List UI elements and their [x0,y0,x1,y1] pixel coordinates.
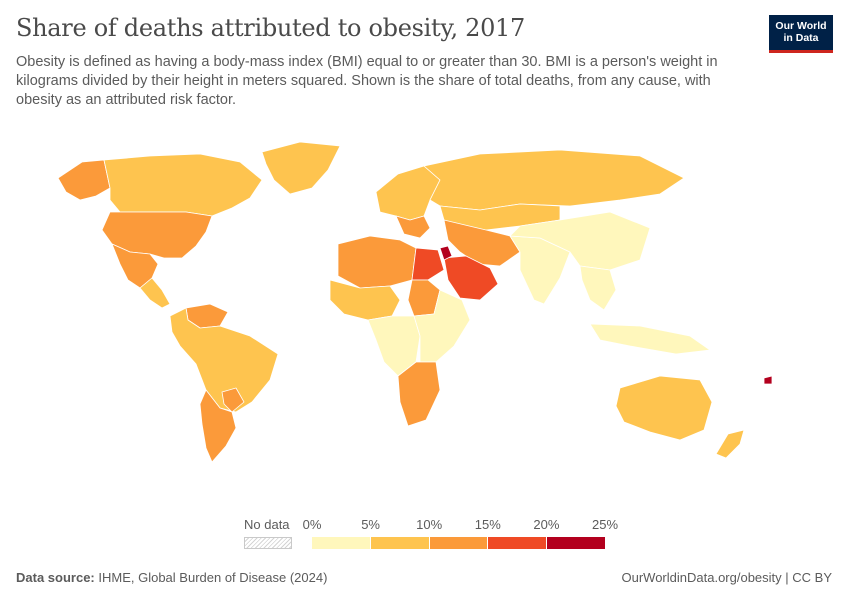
legend-bin-10-15[interactable] [429,537,489,549]
legend-tick: 0% [302,517,322,532]
region-europe[interactable] [375,165,441,221]
region-greenland[interactable] [261,141,341,195]
legend-ticks: 0% 5% 10% 15% 20% 25% [240,517,620,533]
region-iran-central-asia[interactable] [443,219,521,267]
legend-bin-20-25[interactable] [547,537,605,549]
region-jordan[interactable] [439,245,453,261]
legend-tick: 15% [474,517,501,532]
region-new-zealand[interactable] [715,429,745,459]
logo-line-1: Our World [775,20,827,32]
region-canada[interactable] [103,153,263,217]
legend-tick: 5% [361,517,380,532]
world-map[interactable] [0,140,850,500]
region-arabian-peninsula[interactable] [443,255,499,301]
region-southeast-asia[interactable] [579,265,617,311]
region-east-africa[interactable] [413,289,471,363]
region-argentina-chile[interactable] [199,389,237,463]
chart-subtitle: Obesity is defined as having a body-mass… [16,54,718,108]
data-source-text[interactable]: IHME, Global Burden of Disease (2024) [98,570,328,585]
chart-title: Share of deaths attributed to obesity, 2… [16,14,525,42]
legend-color-bins [312,537,605,549]
legend-bin-15-20[interactable] [488,537,548,549]
data-source-label: Data source: [16,570,95,585]
legend-no-data-label: No data [244,517,290,532]
region-south-america[interactable] [169,307,279,413]
region-russia[interactable] [423,149,685,211]
legend-bin-0-5[interactable] [312,537,371,549]
logo-line-2: in Data [783,32,819,44]
region-south-africa[interactable] [397,361,441,427]
region-alaska[interactable] [57,159,111,201]
legend-bin-5-10[interactable] [370,537,430,549]
region-indonesia[interactable] [589,323,711,355]
region-fiji[interactable] [763,375,773,385]
data-source: Data source: IHME, Global Burden of Dise… [16,570,327,585]
region-central-america[interactable] [139,277,171,309]
legend-no-data-swatch[interactable] [244,537,292,549]
region-balkans[interactable] [395,215,431,239]
legend-tick: 10% [416,517,443,532]
legend: No data 0% 5% 10% 15% 20% 25% [240,515,620,555]
region-egypt[interactable] [411,247,445,281]
footer-link[interactable]: OurWorldinData.org/obesity | CC BY [621,570,833,585]
region-australia[interactable] [615,375,713,441]
region-north-africa[interactable] [337,235,417,289]
legend-tick: 25% [591,517,619,532]
owid-logo[interactable]: Our World in Data [769,15,833,53]
legend-tick: 20% [533,517,560,532]
region-paraguay[interactable] [221,387,245,413]
